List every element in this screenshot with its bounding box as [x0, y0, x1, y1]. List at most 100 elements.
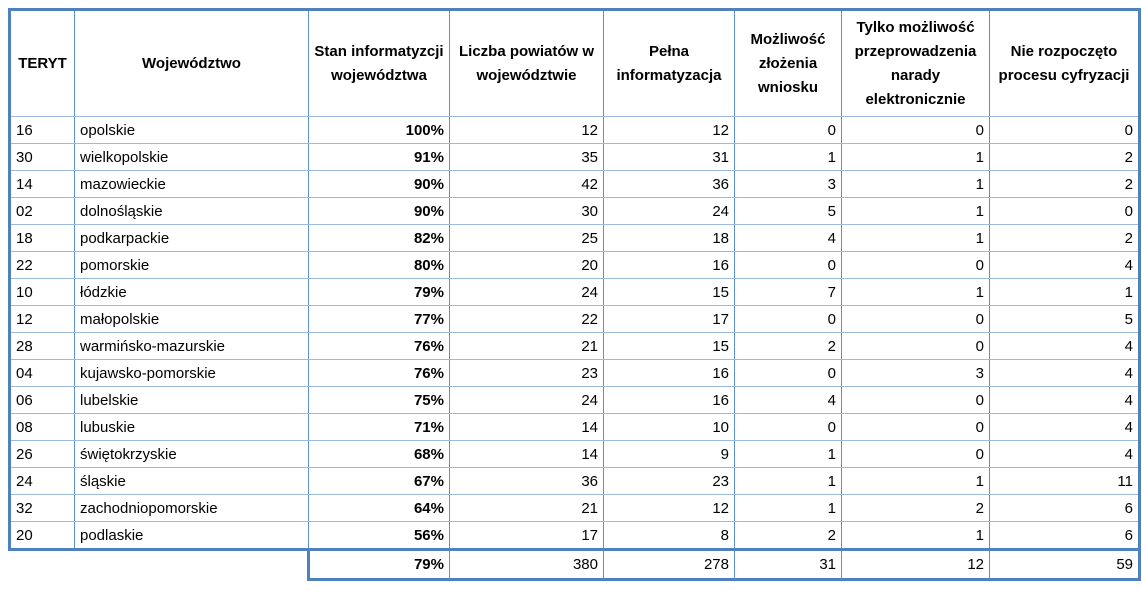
- table-footer: 79% 380 278 31 12 59: [9, 548, 1141, 581]
- not-started-cell: 11: [989, 467, 1141, 495]
- status-cell: 71%: [308, 413, 450, 441]
- total-row: 79% 380 278 31 12 59: [9, 548, 1141, 581]
- not-started-cell: 4: [989, 251, 1141, 279]
- not-started-cell: 0: [989, 116, 1141, 144]
- full-digitization-cell: 16: [603, 251, 735, 279]
- column-header-full-digitization: Pełna informatyzacja: [603, 8, 735, 117]
- total-empty-voivodeship: [74, 549, 309, 580]
- voivodeship-cell: warmińsko-mazurskie: [74, 332, 309, 360]
- application-possible-cell: 0: [734, 413, 842, 441]
- not-started-cell: 6: [989, 494, 1141, 522]
- voivodeship-cell: zachodniopomorskie: [74, 494, 309, 522]
- application-possible-cell: 4: [734, 224, 842, 252]
- status-cell: 77%: [308, 305, 450, 333]
- application-possible-cell: 3: [734, 170, 842, 198]
- teryt-cell: 04: [8, 359, 75, 387]
- voivodeship-cell: świętokrzyskie: [74, 440, 309, 468]
- counties-cell: 17: [449, 521, 604, 551]
- status-cell: 56%: [308, 521, 450, 551]
- status-cell: 68%: [308, 440, 450, 468]
- teryt-cell: 16: [8, 116, 75, 144]
- not-started-cell: 5: [989, 305, 1141, 333]
- not-started-cell: 2: [989, 224, 1141, 252]
- teryt-cell: 26: [8, 440, 75, 468]
- electronic-council-only-cell: 0: [841, 332, 990, 360]
- not-started-cell: 4: [989, 386, 1141, 414]
- teryt-cell: 10: [8, 278, 75, 306]
- total-empty-teryt: [9, 549, 75, 580]
- electronic-council-only-cell: 1: [841, 143, 990, 171]
- voivodeship-cell: podkarpackie: [74, 224, 309, 252]
- total-application-possible: 31: [734, 548, 842, 581]
- table-row: 32 zachodniopomorskie 64% 21 12 1 2 6: [8, 494, 1141, 522]
- not-started-cell: 2: [989, 143, 1141, 171]
- teryt-cell: 20: [8, 521, 75, 551]
- status-cell: 90%: [308, 170, 450, 198]
- total-electronic-council-only: 12: [841, 548, 990, 581]
- full-digitization-cell: 18: [603, 224, 735, 252]
- teryt-cell: 24: [8, 467, 75, 495]
- application-possible-cell: 0: [734, 359, 842, 387]
- electronic-council-only-cell: 2: [841, 494, 990, 522]
- table-row: 26 świętokrzyskie 68% 14 9 1 0 4: [8, 440, 1141, 468]
- counties-cell: 21: [449, 332, 604, 360]
- electronic-council-only-cell: 1: [841, 197, 990, 225]
- table-row: 22 pomorskie 80% 20 16 0 0 4: [8, 251, 1141, 279]
- electronic-council-only-cell: 0: [841, 413, 990, 441]
- counties-cell: 36: [449, 467, 604, 495]
- counties-cell: 12: [449, 116, 604, 144]
- column-header-teryt: TERYT: [8, 8, 75, 117]
- counties-cell: 35: [449, 143, 604, 171]
- not-started-cell: 4: [989, 413, 1141, 441]
- voivodeship-cell: mazowieckie: [74, 170, 309, 198]
- voivodeship-digitization-table-container: TERYT Województwo Stan informatyzcji woj…: [8, 8, 1142, 581]
- application-possible-cell: 1: [734, 143, 842, 171]
- voivodeship-digitization-table: TERYT Województwo Stan informatyzcji woj…: [8, 8, 1141, 581]
- table-row: 30 wielkopolskie 91% 35 31 1 1 2: [8, 143, 1141, 171]
- electronic-council-only-cell: 1: [841, 521, 990, 551]
- full-digitization-cell: 12: [603, 116, 735, 144]
- counties-cell: 24: [449, 386, 604, 414]
- table-row: 12 małopolskie 77% 22 17 0 0 5: [8, 305, 1141, 333]
- full-digitization-cell: 12: [603, 494, 735, 522]
- electronic-council-only-cell: 0: [841, 386, 990, 414]
- full-digitization-cell: 15: [603, 332, 735, 360]
- voivodeship-cell: małopolskie: [74, 305, 309, 333]
- application-possible-cell: 2: [734, 332, 842, 360]
- counties-cell: 14: [449, 440, 604, 468]
- application-possible-cell: 1: [734, 467, 842, 495]
- voivodeship-cell: lubuskie: [74, 413, 309, 441]
- teryt-cell: 06: [8, 386, 75, 414]
- voivodeship-cell: lubelskie: [74, 386, 309, 414]
- application-possible-cell: 5: [734, 197, 842, 225]
- voivodeship-cell: wielkopolskie: [74, 143, 309, 171]
- application-possible-cell: 0: [734, 251, 842, 279]
- counties-cell: 42: [449, 170, 604, 198]
- total-not-started: 59: [989, 548, 1141, 581]
- teryt-cell: 08: [8, 413, 75, 441]
- teryt-cell: 32: [8, 494, 75, 522]
- full-digitization-cell: 23: [603, 467, 735, 495]
- teryt-cell: 02: [8, 197, 75, 225]
- teryt-cell: 28: [8, 332, 75, 360]
- voivodeship-cell: podlaskie: [74, 521, 309, 551]
- voivodeship-cell: śląskie: [74, 467, 309, 495]
- table-body: 16 opolskie 100% 12 12 0 0 0 30 wielkopo…: [8, 116, 1141, 551]
- status-cell: 64%: [308, 494, 450, 522]
- counties-cell: 22: [449, 305, 604, 333]
- electronic-council-only-cell: 1: [841, 170, 990, 198]
- status-cell: 67%: [308, 467, 450, 495]
- not-started-cell: 2: [989, 170, 1141, 198]
- voivodeship-cell: kujawsko-pomorskie: [74, 359, 309, 387]
- full-digitization-cell: 17: [603, 305, 735, 333]
- column-header-application-possible: Możliwość złożenia wniosku: [734, 8, 842, 117]
- not-started-cell: 4: [989, 359, 1141, 387]
- table-row: 28 warmińsko-mazurskie 76% 21 15 2 0 4: [8, 332, 1141, 360]
- application-possible-cell: 1: [734, 440, 842, 468]
- electronic-council-only-cell: 1: [841, 467, 990, 495]
- total-status: 79%: [307, 548, 450, 581]
- status-cell: 82%: [308, 224, 450, 252]
- table-row: 16 opolskie 100% 12 12 0 0 0: [8, 116, 1141, 144]
- total-full-digitization: 278: [603, 548, 735, 581]
- electronic-council-only-cell: 1: [841, 278, 990, 306]
